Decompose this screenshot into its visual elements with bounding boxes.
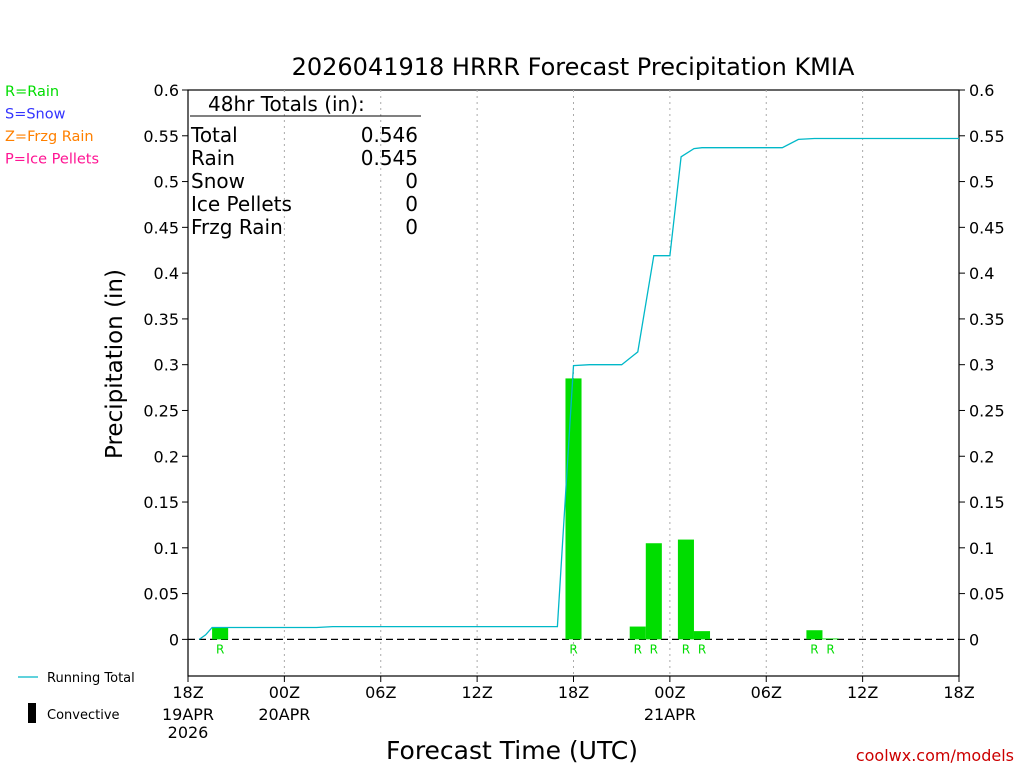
totals-row-label: Snow [191, 169, 245, 193]
bar-type-label: R [810, 642, 818, 656]
running-total-legend-label: Running Total [47, 671, 135, 686]
y-tick-label-right: 0.3 [969, 356, 994, 375]
y-tick-label-right: 0.1 [969, 539, 994, 558]
bar-hour-24 [565, 378, 582, 640]
totals-row-value: 0 [405, 215, 418, 239]
bar-hour-32 [693, 631, 711, 640]
bar-type-label: R [650, 642, 658, 656]
bar-type-label: R [634, 642, 642, 656]
y-tick-label-right: 0.15 [969, 493, 1005, 512]
chart-title: 2026041918 HRRR Forecast Precipitation K… [292, 53, 855, 81]
y-tick-label-right: 0 [969, 630, 979, 649]
x-tick-label: 06Z [751, 683, 782, 702]
y-tick-label-left: 0.5 [154, 173, 179, 192]
convective-legend-swatch [28, 703, 36, 723]
y-tick-label-left: 0.55 [143, 127, 179, 146]
y-tick-label-right: 0.35 [969, 310, 1005, 329]
bar-hour-40 [822, 638, 839, 640]
totals-row-value: 0 [405, 169, 418, 193]
y-tick-label-right: 0.05 [969, 585, 1005, 604]
y-tick-label-right: 0.2 [969, 447, 994, 466]
x-tick-label: 00Z [269, 683, 300, 702]
y-tick-label-right: 0.5 [969, 173, 994, 192]
totals-row-label: Total [190, 123, 238, 147]
x-tick-year: 2026 [168, 723, 209, 742]
totals-box: 48hr Totals (in): Total 0.546 Rain 0.545 Sno… [190, 92, 421, 239]
x-tick-label: 18Z [172, 683, 203, 702]
y-axis-label: Precipitation (in) [102, 269, 128, 459]
y-tick-label-right: 0.4 [969, 264, 994, 283]
bar-hour-29 [645, 543, 662, 640]
y-axis-left: 0 0.05 0.1 0.15 0.2 0.25 0.3 0.35 0.4 0.45 0.5 0.55… [143, 81, 188, 649]
bar-type-label: R [216, 642, 224, 656]
totals-row-value: 0 [405, 192, 418, 216]
bar-hour-2 [212, 627, 229, 640]
legend-entry: Z=Frzg Rain [5, 129, 94, 145]
x-tick-date: 21APR [644, 705, 696, 724]
bar-type-label: R [826, 642, 834, 656]
y-tick-label-left: 0.3 [154, 356, 179, 375]
x-tick-label: 06Z [365, 683, 396, 702]
bar-type-label: R [569, 642, 577, 656]
y-tick-label-left: 0 [169, 630, 179, 649]
totals-row-value: 0.545 [361, 146, 418, 170]
credit-text: coolwx.com/models [856, 746, 1014, 765]
bar-type-label: R [698, 642, 706, 656]
y-tick-label-right: 0.6 [969, 81, 994, 100]
y-tick-label-right: 0.25 [969, 401, 1005, 420]
convective-legend-label: Convective [47, 708, 120, 723]
totals-row-label: Ice Pellets [191, 192, 292, 216]
legend-entry: R=Rain [5, 84, 59, 100]
y-tick-label-right: 0.45 [969, 218, 1005, 237]
bar-hour-31 [677, 539, 694, 640]
x-tick-date: 19APR [162, 705, 214, 724]
x-tick-label: 00Z [654, 683, 685, 702]
totals-row-value: 0.546 [361, 123, 418, 147]
x-tick-label: 12Z [461, 683, 492, 702]
running-total-line [198, 137, 959, 640]
precip-type-legend: R=Rain S=Snow Z=Frzg Rain P=Ice Pellets [5, 84, 99, 168]
y-axis-right: 0 0.05 0.1 0.15 0.2 0.25 0.3 0.35 0.4 0.45 0.5 0.55… [959, 81, 1005, 649]
y-tick-label-left: 0.25 [143, 401, 179, 420]
x-tick-label: 12Z [847, 683, 878, 702]
x-axis-label: Forecast Time (UTC) [386, 736, 638, 765]
y-tick-label-left: 0.35 [143, 310, 179, 329]
bar-type-label: R [682, 642, 690, 656]
y-tick-label-left: 0.2 [154, 447, 179, 466]
grid-lines [283, 90, 864, 676]
totals-header: 48hr Totals (in): [208, 92, 365, 116]
x-tick-label: 18Z [558, 683, 589, 702]
x-tick-date: 20APR [258, 705, 310, 724]
y-tick-label-left: 0.05 [143, 585, 179, 604]
y-tick-label-left: 0.15 [143, 493, 179, 512]
y-tick-label-left: 0.4 [154, 264, 179, 283]
totals-row-label: Rain [191, 146, 235, 170]
legend-entry: P=Ice Pellets [5, 152, 99, 168]
x-tick-label: 18Z [943, 683, 974, 702]
bar-hour-39 [806, 630, 823, 640]
y-tick-label-left: 0.1 [154, 539, 179, 558]
bar-hour-28 [629, 626, 646, 640]
y-tick-label-right: 0.55 [969, 127, 1005, 146]
convective-bars [212, 378, 839, 640]
y-tick-label-left: 0.45 [143, 218, 179, 237]
totals-row-label: Frzg Rain [191, 215, 283, 239]
legend-entry: S=Snow [5, 107, 66, 123]
y-tick-label-left: 0.6 [154, 81, 179, 100]
series-legend: Running Total Convective [18, 671, 135, 723]
